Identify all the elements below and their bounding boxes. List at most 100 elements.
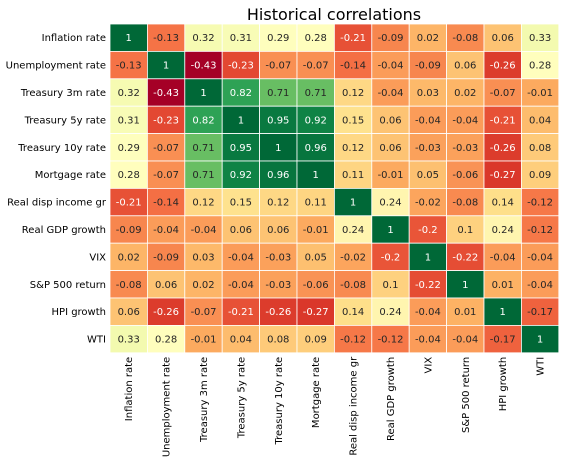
column-labels: Inflation rate Unemployment rate Treasury … <box>124 356 546 457</box>
cell-value-label: -0.12 <box>527 198 553 209</box>
heatmap-cell <box>521 51 560 80</box>
cell-value-label: 0.06 <box>379 143 401 154</box>
heatmap-cell <box>333 270 373 299</box>
cell-value-label: -0.04 <box>191 225 217 236</box>
heatmap-cell <box>296 105 335 134</box>
cell-value-label: -0.17 <box>490 335 516 346</box>
cell-value-label: -0.01 <box>303 225 329 236</box>
row-tick-label: Unemployment rate <box>6 61 106 72</box>
cell-value-label: 1 <box>313 170 319 181</box>
heatmap-cell <box>483 105 522 134</box>
cell-value-label: -0.07 <box>303 61 329 72</box>
heatmap-cell <box>109 160 148 189</box>
cell-value-label: 0.71 <box>192 170 214 181</box>
cell-value-label: -0.04 <box>490 252 516 263</box>
heatmap-cell <box>259 133 298 162</box>
cell-value-label: -0.07 <box>490 88 516 99</box>
cell-value-label: -0.08 <box>452 198 478 209</box>
row-tick-label: Real disp income gr <box>7 198 107 209</box>
cell-value-label: -0.09 <box>378 33 404 44</box>
cell-value-label: 0.95 <box>267 115 289 126</box>
cell-value-label: -0.07 <box>153 170 179 181</box>
cell-value-label: 1 <box>238 115 244 126</box>
cell-value-label: -0.43 <box>153 88 179 99</box>
heatmap-cell <box>483 324 522 354</box>
cell-value-label: 0.11 <box>305 198 327 209</box>
cell-value-label: -0.04 <box>153 225 179 236</box>
cell-value-label: 1 <box>350 198 356 209</box>
cell-value-label: -0.27 <box>303 307 329 318</box>
row-tick-label: Real GDP growth <box>22 225 106 236</box>
cell-value-label: -0.21 <box>340 33 366 44</box>
cell-value-label: 0.28 <box>529 61 551 72</box>
cell-value-label: -0.01 <box>191 335 217 346</box>
heatmap-cell <box>296 187 335 217</box>
cell-value-label: 0.92 <box>230 170 252 181</box>
cell-value-label: 0.06 <box>155 280 177 291</box>
heatmap-cell <box>371 242 410 271</box>
cell-value-label: -0.09 <box>415 61 441 72</box>
cell-value-label: -0.08 <box>452 33 478 44</box>
heatmap-cell <box>146 133 186 162</box>
column-tick-label: Treasury 10y rate <box>274 357 285 446</box>
heatmap-cell <box>521 270 560 299</box>
cell-value-label: 1 <box>425 252 431 263</box>
column-tick-label: Treasury 5y rate <box>236 357 247 439</box>
cell-value-label: 0.29 <box>267 33 289 44</box>
heatmap-cell <box>109 23 148 52</box>
heatmap-cell <box>483 187 522 217</box>
cell-value-label: -0.23 <box>153 115 179 126</box>
column-tick-label: WTI <box>536 357 547 376</box>
heatmap-cell <box>184 297 223 326</box>
heatmap-cell <box>259 187 298 217</box>
cell-value-label: -0.04 <box>415 335 441 346</box>
cell-value-label: -0.26 <box>153 307 179 318</box>
heatmap-cell <box>296 297 335 326</box>
cell-value-label: 0.02 <box>118 252 140 263</box>
cell-value-label: -0.04 <box>415 115 441 126</box>
cell-value-label: 0.02 <box>454 88 476 99</box>
row-tick-label: WTI <box>87 335 106 346</box>
chart-title: Historical correlations <box>247 5 421 24</box>
heatmap-cell <box>446 187 485 217</box>
heatmap-cell <box>521 242 560 271</box>
heatmap-cell <box>371 160 410 189</box>
heatmap-cell <box>483 215 522 244</box>
heatmap-cell <box>146 23 186 52</box>
cell-value-label: 0.33 <box>118 335 140 346</box>
cell-value-label: -0.23 <box>228 61 254 72</box>
cell-value-label: 0.1 <box>383 280 399 291</box>
heatmap-cell <box>109 242 148 271</box>
cell-value-label: 0.12 <box>267 198 289 209</box>
heatmap-cell <box>408 105 448 134</box>
cell-value-label: 0.31 <box>118 115 140 126</box>
heatmap-cell <box>408 160 448 189</box>
cell-value-label: 0.24 <box>379 198 401 209</box>
cell-value-label: -0.04 <box>527 280 553 291</box>
heatmap-cell <box>184 133 223 162</box>
cell-value-label: 0.24 <box>492 225 514 236</box>
cell-value-label: 0.15 <box>230 198 252 209</box>
cell-value-label: -0.43 <box>191 61 217 72</box>
row-tick-label: VIX <box>89 252 106 263</box>
row-tick-label: Inflation rate <box>42 33 106 44</box>
heatmap-cell <box>296 133 335 162</box>
heatmap-cell <box>109 297 148 326</box>
heatmap-cell <box>371 51 410 80</box>
heatmap-cell <box>521 105 560 134</box>
cell-value-label: -0.04 <box>415 307 441 318</box>
cell-value-label: 0.28 <box>155 335 177 346</box>
cell-value-label: -0.07 <box>191 307 217 318</box>
heatmap-cell <box>521 160 560 189</box>
cell-value-label: 0.09 <box>305 335 327 346</box>
heatmap-cell <box>146 51 186 80</box>
heatmap-cell <box>333 160 373 189</box>
cell-value-label: -0.03 <box>415 143 441 154</box>
cell-value-label: 0.06 <box>454 61 476 72</box>
heatmap-cell <box>221 187 260 217</box>
cell-value-label: -0.03 <box>265 252 291 263</box>
cell-value-label: 0.31 <box>230 33 252 44</box>
cell-value-label: 0.96 <box>267 170 289 181</box>
column-tick-label: Real GDP growth <box>386 357 397 441</box>
